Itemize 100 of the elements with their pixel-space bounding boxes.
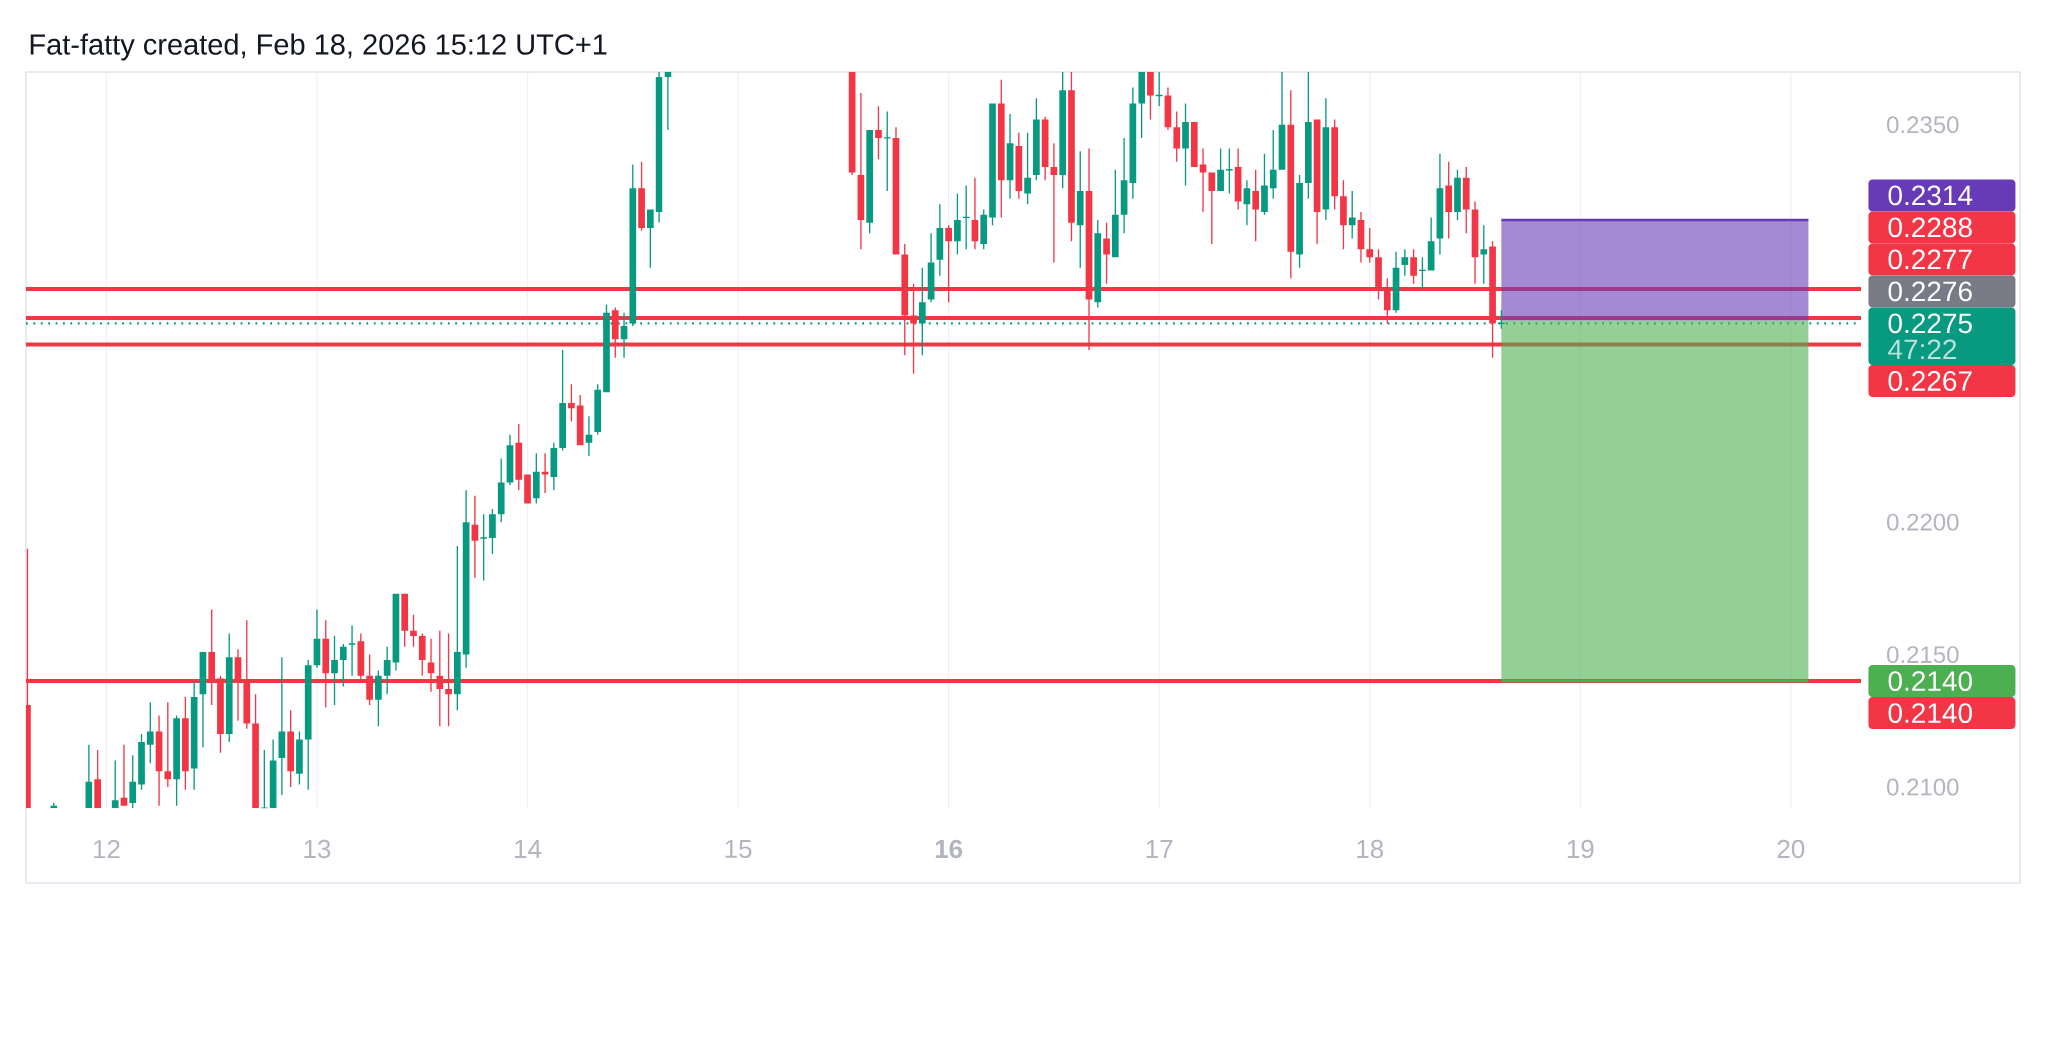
candlestick (85, 744, 93, 809)
x-tick-label: 15 (725, 839, 752, 859)
ref-line-label: 0.2267 (1888, 371, 1972, 391)
candlestick (1304, 71, 1312, 199)
candlestick (1120, 137, 1128, 234)
candlestick (454, 545, 461, 711)
y-tick-label: 0.2100 (1887, 778, 1959, 796)
candlestick (375, 670, 382, 727)
candlestick (1340, 180, 1347, 250)
candlestick (1427, 217, 1435, 271)
y-tick-label: 0.2150 (1887, 646, 1959, 664)
candlestick (1199, 148, 1207, 213)
candlestick (585, 416, 593, 456)
candlestick (296, 731, 303, 785)
ref-line-label: 0.2140 (1888, 703, 1972, 724)
candlestick (1410, 249, 1417, 284)
candlestick (1445, 161, 1453, 239)
candlestick (1050, 143, 1058, 263)
candlestick (524, 474, 531, 504)
chart-title: Fat-fatty created, Feb 18, 2026 15:12 UTC+1 (30, 33, 607, 61)
candlestick (857, 92, 865, 250)
candlestick (383, 646, 391, 695)
candlestick (1357, 212, 1365, 263)
candlestick (138, 734, 145, 790)
candlestick (1278, 71, 1286, 170)
candlestick (1436, 153, 1444, 255)
candlestick (155, 715, 163, 806)
candlestick (1331, 119, 1338, 210)
candlestick (506, 434, 514, 486)
candlestick (129, 755, 137, 809)
candlestick (497, 458, 505, 523)
candlestick (1296, 175, 1303, 268)
candlestick (550, 442, 558, 491)
candlestick (997, 79, 1005, 218)
candlestick (1208, 172, 1216, 244)
candlestick (1111, 169, 1119, 258)
candlestick (1015, 132, 1023, 199)
candlestick (1006, 114, 1014, 199)
candlestick (1173, 111, 1181, 162)
candlestick (190, 681, 198, 790)
candlestick (1454, 169, 1461, 221)
candlestick (1471, 201, 1479, 284)
candlestick (936, 204, 944, 276)
x-tick-label: 13 (304, 839, 331, 859)
candlestick (1094, 220, 1102, 308)
candlestick (111, 760, 119, 809)
x-tick-label: 17 (1146, 840, 1173, 858)
x-tick-label: 19 (1567, 839, 1594, 859)
candlestick (471, 495, 479, 578)
candlestick (1041, 116, 1049, 181)
candlestick (559, 349, 566, 451)
candlestick (401, 593, 409, 647)
candlestick (1076, 151, 1084, 268)
candlestick (1322, 98, 1330, 221)
candlestick (1234, 148, 1242, 210)
candlestick (1182, 103, 1189, 186)
candlestick (1147, 71, 1154, 120)
candlestick (576, 394, 584, 446)
candlestick (927, 233, 935, 303)
ref-line-label: 0.2275 (1888, 313, 1972, 334)
candlestick (489, 508, 496, 554)
text: 47:22 (1888, 339, 1957, 359)
candlestick (304, 659, 312, 790)
candlestick (120, 744, 128, 806)
candlestick (1366, 228, 1374, 263)
candlestick (1313, 119, 1321, 244)
candlestick (1103, 222, 1110, 284)
candlestick (94, 750, 101, 809)
x-tick-label: 18 (1357, 839, 1384, 859)
candlestick (1068, 71, 1075, 242)
annotation: 0.2314 (1888, 185, 1973, 206)
candlestick (199, 651, 207, 748)
candlestick (664, 71, 672, 130)
candlestick (1348, 190, 1356, 239)
candlestick (1129, 87, 1137, 199)
candlestick (647, 209, 654, 268)
candlestick (313, 609, 321, 668)
candlestick (541, 453, 549, 493)
candlestick (1480, 225, 1488, 284)
candlestick (989, 103, 996, 226)
candlestick (146, 702, 154, 764)
candlestick (1024, 132, 1031, 205)
candlestick (1033, 98, 1040, 181)
candlestick (1462, 167, 1470, 234)
candlestick (980, 209, 988, 250)
candlestick (1164, 87, 1172, 130)
candlestick (418, 633, 426, 676)
candlestick (971, 177, 979, 250)
candlestick (655, 71, 663, 223)
candlestick (1190, 122, 1198, 168)
candlestick (348, 625, 356, 676)
candlestick (1269, 129, 1277, 199)
candlestick (638, 161, 645, 231)
candlestick (287, 710, 295, 788)
x-tick-label: 16 (935, 839, 963, 859)
candlestick (331, 636, 338, 705)
candlestick (1059, 71, 1067, 189)
y-tick-label: 0.2200 (1887, 513, 1959, 531)
annotation: 0.2140 (1888, 671, 1972, 692)
candlestick (392, 593, 400, 671)
